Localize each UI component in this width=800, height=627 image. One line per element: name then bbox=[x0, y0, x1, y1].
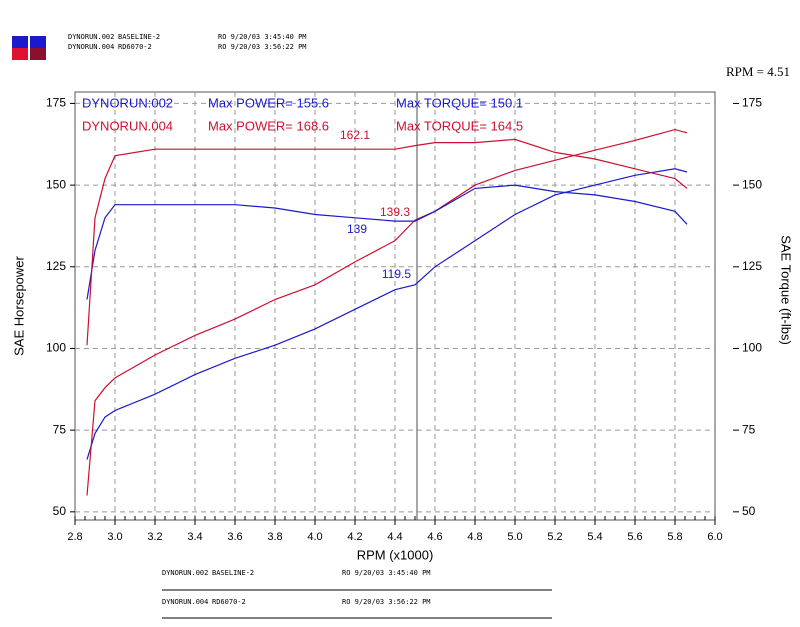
x-tick-label: 2.8 bbox=[67, 531, 82, 543]
header-name: BASELINE-2 bbox=[118, 33, 160, 41]
y2-axis-label: SAE Torque (ft-lbs) bbox=[779, 235, 794, 345]
legend-run: DYNORUN:002 bbox=[82, 95, 173, 110]
y-tick-label: 150 bbox=[46, 177, 66, 191]
legend-swatch bbox=[12, 48, 28, 60]
header-stamp: RO 9/20/03 3:45:40 PM bbox=[218, 33, 307, 41]
y2-tick-label: 150 bbox=[742, 177, 762, 191]
legend-swatch bbox=[30, 48, 46, 60]
legend-power: Max POWER= 168.6 bbox=[208, 118, 329, 133]
y-tick-label: 125 bbox=[46, 259, 66, 273]
y-tick-label: 75 bbox=[53, 422, 67, 436]
table-stamp: RO 9/20/03 3:45:40 PM bbox=[342, 569, 431, 577]
y2-tick-label: 100 bbox=[742, 341, 762, 355]
y-tick-label: 175 bbox=[46, 96, 66, 110]
annotation: 139 bbox=[347, 222, 367, 236]
x-tick-label: 3.4 bbox=[187, 531, 202, 543]
x-tick-label: 4.0 bbox=[307, 531, 322, 543]
x-tick-label: 3.2 bbox=[147, 531, 162, 543]
annotation: 119.5 bbox=[382, 267, 411, 281]
x-tick-label: 5.6 bbox=[627, 531, 642, 543]
legend-run: DYNORUN.004 bbox=[82, 118, 173, 133]
y2-tick-label: 75 bbox=[742, 422, 756, 436]
x-tick-label: 3.6 bbox=[227, 531, 242, 543]
x-tick-label: 3.8 bbox=[267, 531, 282, 543]
series-line bbox=[86, 168, 688, 460]
x-tick-label: 5.2 bbox=[547, 531, 562, 543]
series-line bbox=[86, 138, 688, 346]
x-tick-label: 4.4 bbox=[387, 531, 402, 543]
x-tick-label: 4.8 bbox=[467, 531, 482, 543]
x-tick-label: 5.8 bbox=[667, 531, 682, 543]
y2-tick-label: 50 bbox=[742, 504, 756, 518]
table-run: DYNORUN.002 bbox=[162, 569, 208, 577]
header-run: DYNORUN.002 bbox=[68, 33, 114, 41]
legend-swatch bbox=[12, 36, 28, 48]
table-name: BASELINE-2 bbox=[212, 569, 254, 577]
x-tick-label: 6.0 bbox=[707, 531, 722, 543]
table-stamp: RO 9/20/03 3:56:22 PM bbox=[342, 598, 431, 606]
legend-power: Max POWER= 155.6 bbox=[208, 95, 329, 110]
x-tick-label: 5.4 bbox=[587, 531, 602, 543]
x-tick-label: 4.2 bbox=[347, 531, 362, 543]
legend-swatch bbox=[30, 36, 46, 48]
y-tick-label: 50 bbox=[53, 504, 67, 518]
header-name: RD6070-2 bbox=[118, 43, 152, 51]
x-tick-label: 4.6 bbox=[427, 531, 442, 543]
y2-tick-label: 125 bbox=[742, 259, 762, 273]
x-tick-label: 5.0 bbox=[507, 531, 522, 543]
y-axis-label: SAE Horsepower bbox=[11, 255, 26, 355]
y2-tick-label: 175 bbox=[742, 96, 762, 110]
series-line bbox=[86, 184, 688, 300]
x-axis-label: RPM (x1000) bbox=[357, 547, 434, 562]
header-run: DYNORUN.004 bbox=[68, 43, 114, 51]
y-tick-label: 100 bbox=[46, 341, 66, 355]
annotation: 162.1 bbox=[340, 128, 370, 142]
table-name: RD6070-2 bbox=[212, 598, 246, 606]
cursor-label: RPM = 4.51 bbox=[726, 64, 790, 79]
legend-torque: Max TORQUE= 164.5 bbox=[396, 118, 523, 133]
legend-torque: Max TORQUE= 150.1 bbox=[396, 95, 523, 110]
annotation: 139.3 bbox=[380, 205, 410, 219]
header-stamp: RO 9/20/03 3:56:22 PM bbox=[218, 43, 307, 51]
table-run: DYNORUN.004 bbox=[162, 598, 208, 606]
series-line bbox=[86, 128, 688, 496]
x-tick-label: 3.0 bbox=[107, 531, 122, 543]
